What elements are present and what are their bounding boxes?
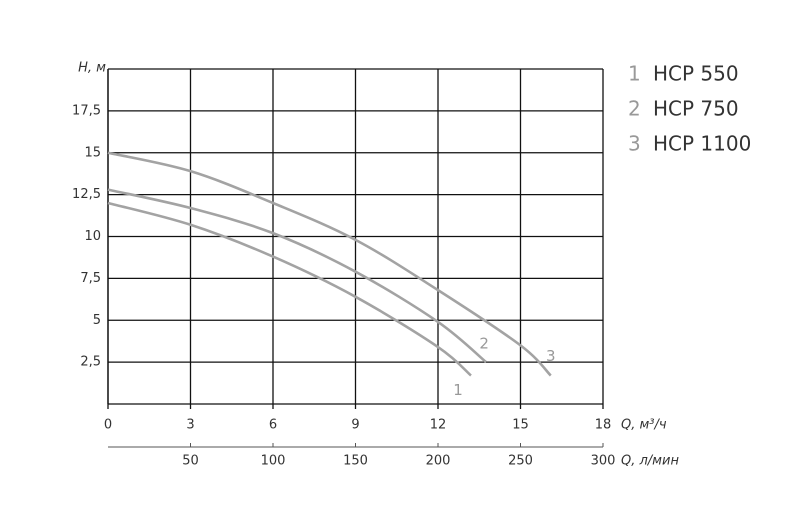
y-tick-label: 17,5 [72, 103, 101, 118]
legend-name: HCP 750 [653, 97, 739, 121]
x2-tick-label: 250 [508, 454, 533, 469]
legend-name: HCP 550 [653, 62, 739, 86]
y-tick-label: 2,5 [80, 355, 101, 370]
x-tick-label: 18 [595, 418, 612, 433]
x2-tick-label: 50 [182, 454, 199, 469]
x2-tick-label: 300 [591, 454, 616, 469]
y-tick-label: 7,5 [80, 271, 101, 286]
y-tick-label: 10 [84, 229, 101, 244]
legend-number: 2 [628, 97, 641, 121]
x2-axis-label: Q, л/мин [621, 454, 679, 469]
y-tick-label: 12,5 [72, 187, 101, 202]
y-tick-label: 15 [84, 145, 101, 160]
curve-label: 3 [546, 347, 556, 365]
y-tick-label: 5 [93, 313, 101, 328]
curve-label: 1 [453, 381, 463, 399]
curve [107, 151, 552, 377]
x-axis-label: Q, м³/ч [621, 418, 667, 433]
y-axis-label: H, м [78, 61, 106, 76]
x-tick-label: 12 [430, 418, 447, 433]
legend-number: 1 [628, 62, 641, 86]
x-tick-label: 0 [104, 418, 112, 433]
x2-tick-label: 150 [343, 454, 368, 469]
x-tick-label: 9 [351, 418, 359, 433]
legend-number: 3 [628, 132, 641, 156]
curve [107, 201, 472, 377]
x-tick-label: 3 [186, 418, 194, 433]
x-tick-label: 15 [512, 418, 529, 433]
x2-tick-label: 100 [261, 454, 286, 469]
legend-name: HCP 1100 [653, 132, 751, 156]
curve-label: 2 [479, 335, 489, 353]
curve [107, 188, 487, 364]
x-tick-label: 6 [269, 418, 277, 433]
x2-tick-label: 200 [426, 454, 451, 469]
